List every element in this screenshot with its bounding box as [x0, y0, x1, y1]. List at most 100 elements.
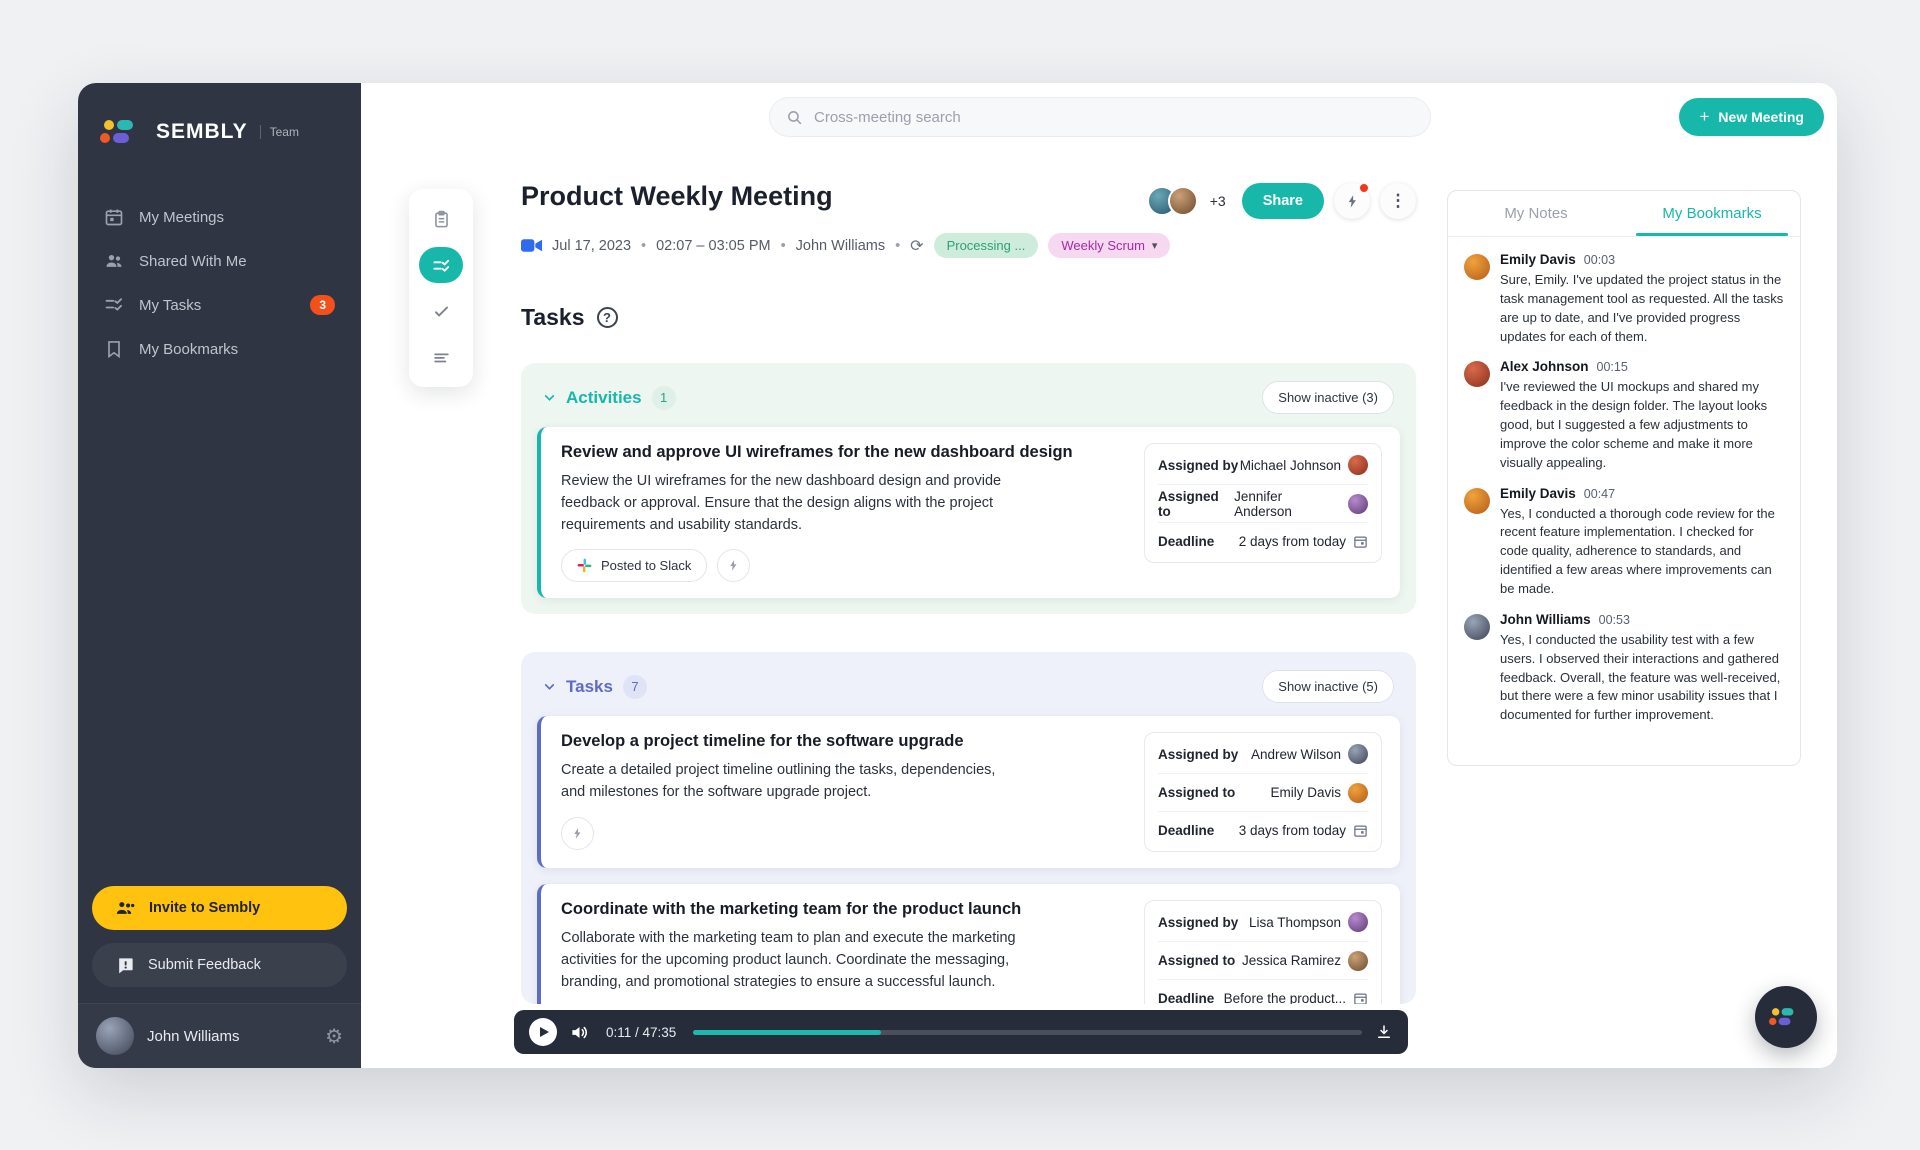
automations-button[interactable] [1334, 183, 1370, 219]
meeting-content: Product Weekly Meeting +3 Share [521, 181, 1416, 1005]
people-icon [106, 255, 122, 267]
calendar-icon [1354, 825, 1367, 837]
bookmark-item[interactable]: Emily Davis 00:47 Yes, I conducted a thor… [1464, 486, 1784, 599]
sidebar-item-label: My Tasks [139, 296, 202, 314]
collapse-chevron-icon[interactable] [543, 391, 556, 404]
meeting-type-dropdown[interactable]: Weekly Scrum ▾ [1048, 233, 1171, 258]
feedback-icon [119, 957, 133, 973]
play-button[interactable] [529, 1018, 557, 1046]
note-text: I've reviewed the UI mockups and shared … [1500, 379, 1768, 470]
section-count-badge: 1 [651, 385, 676, 410]
rail-decisions-view-button[interactable] [419, 293, 463, 329]
download-icon[interactable] [1375, 1023, 1393, 1041]
sidebar-item-my-tasks[interactable]: My Tasks 3 [78, 283, 361, 327]
share-button[interactable]: Share [1241, 183, 1324, 219]
attendee-avatars[interactable] [1146, 186, 1198, 216]
sidebar: SEMBLY Team My Meetings Shared Wit [78, 83, 361, 1068]
submit-feedback-button[interactable]: Submit Feedback [92, 943, 347, 987]
sidebar-item-my-meetings[interactable]: My Meetings [78, 195, 361, 239]
settings-gear-icon[interactable]: ⚙ [325, 1025, 343, 1048]
card-title: Review and approve UI wireframes for the… [561, 443, 1073, 461]
field-label: Deadline [1158, 823, 1215, 839]
automation-bolt-button[interactable] [561, 816, 594, 850]
section-count-badge: 7 [622, 674, 647, 699]
meeting-actions: +3 Share ⋮ [1146, 183, 1416, 219]
sembly-assistant-fab[interactable] [1755, 986, 1817, 1048]
sembly-logo-icon [100, 120, 133, 143]
page-title: Tasks [521, 304, 585, 330]
assignment-info-box: Assigned by Lisa Thompson Assigned to Je… [1144, 900, 1382, 1005]
clipboard-icon [434, 210, 448, 227]
assignee-name: Lisa Thompson [1248, 914, 1341, 930]
automation-bolt-button[interactable] [717, 549, 751, 583]
avatar [1464, 487, 1490, 514]
note-author: Emily Davis [1500, 252, 1576, 267]
sidebar-item-shared-with-me[interactable]: Shared With Me [78, 239, 361, 283]
note-text: Sure, Emily. I've updated the project st… [1500, 272, 1784, 344]
assigned-to-row: Assigned to Jennifer Anderson [1158, 484, 1368, 522]
rail-tasks-view-button[interactable] [419, 247, 463, 283]
bookmark-item[interactable]: Emily Davis 00:03 Sure, Emily. I've updat… [1464, 252, 1784, 346]
rail-transcript-view-button[interactable] [419, 339, 463, 375]
user-profile-row[interactable]: John Williams ⚙ [78, 1003, 361, 1068]
sidebar-item-my-bookmarks[interactable]: My Bookmarks [78, 327, 361, 371]
activity-card[interactable]: Review and approve UI wireframes for the… [537, 427, 1400, 599]
bookmark-item[interactable]: John Williams 00:53 Yes, I conducted the … [1464, 612, 1784, 725]
field-label: Assigned by [1158, 457, 1239, 473]
field-label: Deadline [1158, 534, 1215, 549]
show-inactive-button[interactable]: Show inactive (3) [1262, 381, 1394, 414]
separator: • [895, 237, 901, 254]
tab-my-notes[interactable]: My Notes [1448, 191, 1624, 236]
slack-chip-label: Posted to Slack [601, 558, 692, 574]
avatar [1464, 613, 1490, 640]
field-label: Deadline [1158, 991, 1215, 1005]
new-meeting-label: New Meeting [1718, 109, 1804, 125]
rail-notes-view-button[interactable] [419, 201, 463, 237]
brand-plan: Team [259, 125, 299, 139]
more-options-button[interactable]: ⋮ [1380, 183, 1416, 219]
deadline-row: Deadline Before the product... [1158, 979, 1368, 1005]
search-input[interactable] [814, 108, 1414, 126]
collapse-chevron-icon[interactable] [543, 680, 556, 693]
note-text: Yes, I conducted a thorough code review … [1500, 505, 1775, 596]
player-progress-fill [693, 1029, 881, 1035]
new-meeting-button[interactable]: + New Meeting [1679, 98, 1824, 136]
volume-icon[interactable] [570, 1023, 589, 1042]
bookmark-item[interactable]: Alex Johnson 00:15 I've reviewed the UI m… [1464, 359, 1784, 472]
show-inactive-button[interactable]: Show inactive (5) [1262, 670, 1394, 704]
field-value: Before the product... [1224, 991, 1368, 1005]
tasks-section-header: Tasks 7 Show inactive (5) [537, 660, 1400, 716]
feedback-label: Submit Feedback [148, 957, 261, 973]
deadline-row: Deadline 3 days from today [1158, 811, 1368, 849]
assigned-to-row: Assigned to Emily Davis [1158, 773, 1368, 811]
cross-meeting-search[interactable] [769, 97, 1431, 137]
field-value: 3 days from today [1239, 823, 1368, 838]
help-icon[interactable]: ? [596, 307, 618, 328]
share-label: Share [1262, 193, 1303, 209]
seek-bar[interactable] [693, 1029, 1362, 1035]
check-icon [434, 306, 448, 317]
slack-icon [577, 558, 592, 573]
note-header: Emily Davis 00:03 [1500, 252, 1784, 267]
section-title: Tasks [566, 676, 613, 696]
meeting-type-label: Weekly Scrum [1061, 238, 1145, 253]
user-name: John Williams [147, 1027, 240, 1045]
field-label: Assigned by [1158, 746, 1239, 762]
tasks-heading-row: Tasks ? [521, 304, 1416, 331]
task-card[interactable]: Coordinate with the marketing team for t… [537, 884, 1400, 1005]
lightning-icon [574, 827, 581, 839]
refresh-icon[interactable]: ⟳ [910, 237, 924, 255]
note-text: Yes, I conducted the usability test with… [1500, 631, 1781, 723]
lightning-icon [1348, 194, 1356, 208]
field-value: Andrew Wilson [1251, 744, 1368, 765]
assignment-info-box: Assigned by Andrew Wilson Assigned to Em… [1144, 732, 1382, 853]
bookmark-icon [108, 341, 120, 359]
tab-my-bookmarks[interactable]: My Bookmarks [1624, 191, 1800, 236]
invite-to-sembly-button[interactable]: Invite to Sembly [92, 886, 347, 930]
view-switch-rail [409, 189, 473, 387]
assigned-to-row: Assigned to Jessica Ramirez [1158, 941, 1368, 979]
task-card[interactable]: Develop a project timeline for the softw… [537, 716, 1400, 869]
posted-to-slack-chip[interactable]: Posted to Slack [561, 549, 708, 583]
brand-logo[interactable]: SEMBLY Team [78, 83, 361, 147]
